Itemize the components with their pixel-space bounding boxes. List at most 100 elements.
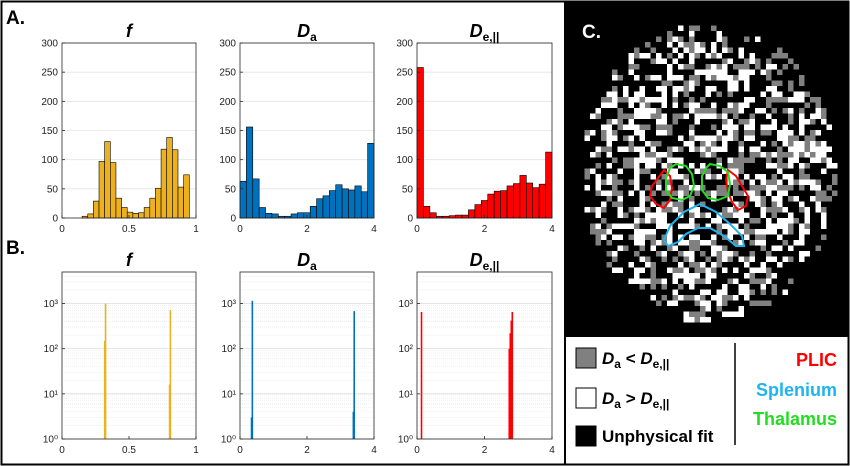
voxel [694,42,700,48]
voxel [700,300,706,306]
voxel [672,278,678,284]
voxel [617,223,623,229]
voxel [804,207,810,213]
chart-title: De,|| [470,250,500,273]
voxel [777,47,783,53]
voxel [766,124,772,130]
voxel [639,130,645,136]
voxel [738,311,744,317]
voxel [689,245,695,251]
bar-a-de-19 [538,183,546,219]
voxel [749,69,755,75]
voxel [733,207,739,213]
voxel [788,86,794,92]
voxel [799,141,805,147]
voxel [777,163,783,169]
voxel [733,113,739,119]
voxel [782,240,788,246]
voxel [744,97,750,103]
voxel [601,97,607,103]
voxel [689,185,695,191]
voxel [672,168,678,174]
voxel [678,201,684,207]
voxel [782,223,788,229]
voxel [705,273,711,279]
voxel [760,289,766,295]
voxel [678,267,684,273]
voxel [766,190,772,196]
voxel [749,152,755,158]
voxel [744,130,750,136]
y-tick-label: 10³ [399,299,414,310]
voxel [678,295,684,301]
voxel [628,97,634,103]
voxel [705,317,711,323]
bar-a-f-10 [138,212,145,219]
voxel [672,119,678,125]
voxel [694,212,700,218]
voxel [733,251,739,257]
voxel [612,75,618,81]
panel-a-label: A. [6,8,25,29]
y-tick-label: 200 [396,97,413,108]
voxel [634,174,640,180]
voxel [716,113,722,119]
voxel [700,146,706,152]
voxel [722,168,728,174]
voxel [584,130,590,136]
voxel [656,251,662,257]
voxel [788,135,794,141]
voxel [672,157,678,163]
voxel [650,278,656,284]
bar-a-da-20 [367,143,375,219]
voxel [639,218,645,224]
voxel [689,31,695,37]
voxel [634,157,640,163]
bar-a-f-11 [143,207,151,219]
voxel [777,185,783,191]
voxel [815,196,821,202]
voxel [771,119,777,125]
voxel [755,190,761,196]
voxel [634,113,640,119]
voxel [771,64,777,70]
voxel [661,212,667,218]
panel-b-label: B. [6,238,25,259]
chart-title-sub: e,|| [483,259,500,273]
voxel [667,152,673,158]
voxel [799,201,805,207]
voxel [606,102,612,108]
bar-a-de-17 [525,182,534,219]
voxel [678,190,684,196]
voxel [634,91,640,97]
voxel [689,47,695,53]
voxel [656,179,662,185]
voxel [716,69,722,75]
voxel [722,256,728,262]
x-tick-label: 1 [193,224,199,235]
voxel [744,135,750,141]
voxel [760,130,766,136]
y-tick-label: 100 [41,155,58,166]
bar-a-de-14 [506,185,514,219]
voxel [799,146,805,152]
voxel [738,179,744,185]
voxel [601,124,607,130]
y-tick-label: 300 [396,39,413,50]
voxel [738,47,744,53]
roi-splenium [662,202,746,248]
voxel [661,152,667,158]
voxel [777,201,783,207]
voxel [749,185,755,191]
voxel [793,97,799,103]
voxel [661,295,667,301]
voxel [639,91,645,97]
voxel [683,317,689,323]
bar-b-de-3 [510,320,513,439]
voxel [639,102,645,108]
voxel [628,53,634,59]
voxel [804,218,810,224]
voxel [634,223,640,229]
voxel [678,223,684,229]
voxel [661,91,667,97]
